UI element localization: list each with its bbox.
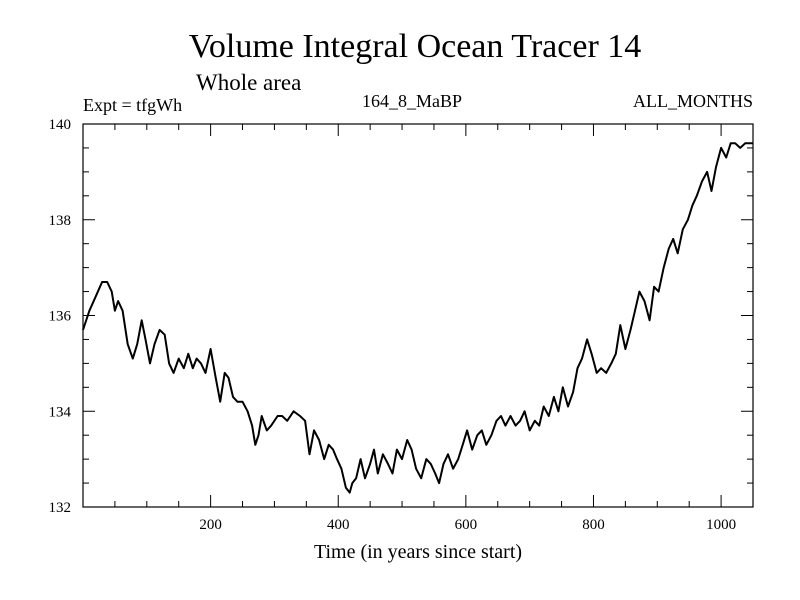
series-line-tfgWh xyxy=(82,142,753,494)
center-label: 164_8_MaBP xyxy=(362,91,463,111)
x-tick-label: 1000 xyxy=(706,517,736,533)
x-tick-label: 600 xyxy=(455,517,478,533)
x-tick-label: 200 xyxy=(199,517,222,533)
y-tick-label: 136 xyxy=(49,309,72,325)
plot-frame xyxy=(82,123,754,508)
axis-ticks xyxy=(83,124,753,507)
y-tick-label: 138 xyxy=(49,213,72,229)
x-tick-label: 800 xyxy=(582,517,605,533)
x-axis-title: Time (in years since start) xyxy=(314,541,522,563)
months-label: ALL_MONTHS xyxy=(633,91,753,111)
y-tick-label: 134 xyxy=(49,404,72,420)
y-tick-label: 132 xyxy=(49,500,72,516)
chart-subtitle: Whole area xyxy=(196,70,302,95)
x-tick-label: 400 xyxy=(327,517,350,533)
chart-title: Volume Integral Ocean Tracer 14 xyxy=(188,28,642,65)
y-tick-label: 140 xyxy=(49,117,72,133)
experiment-label: Expt = tfgWh xyxy=(83,95,183,115)
axis-tick-labels: 200 400 600 800 1000 132 134 136 138 140 xyxy=(49,117,737,533)
